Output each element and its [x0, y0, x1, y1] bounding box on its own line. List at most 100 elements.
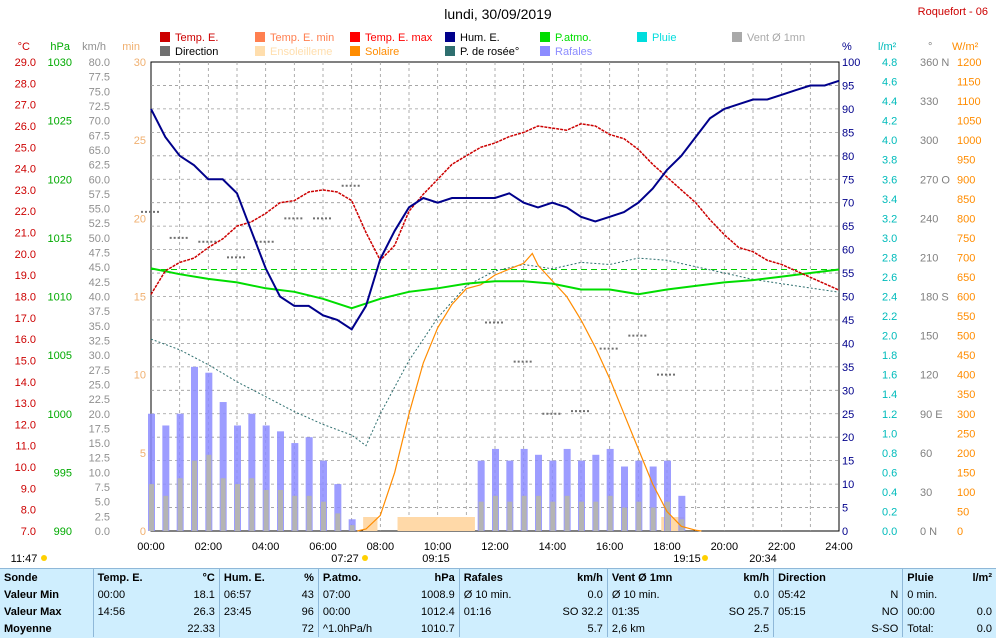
gust-bar — [592, 454, 600, 531]
solar-tick-label: 250 — [957, 428, 975, 440]
legend-label: Direction — [175, 46, 219, 58]
legend-swatch — [540, 46, 550, 56]
wind-tick-label: 30.0 — [89, 350, 110, 362]
stats-cell: 1008.9 — [421, 588, 455, 601]
stats-cell: 0.0 — [976, 605, 992, 618]
legend-swatch — [540, 32, 550, 42]
wind-bar — [163, 495, 169, 531]
solar-tick-label: 150 — [957, 467, 975, 479]
pressure-tick-label: 1030 — [48, 57, 72, 69]
wind-tick-label: 50.0 — [89, 233, 110, 245]
wind-bar — [550, 501, 556, 531]
gust-bar — [305, 437, 313, 531]
time-tick-label: 16:00 — [596, 541, 624, 553]
wind-tick-label: 25.0 — [89, 379, 110, 391]
stats-cell: Vent Ø 1mn — [606, 569, 705, 586]
wind-tick-label: 80.0 — [89, 57, 110, 69]
solar-tick-label: 850 — [957, 194, 975, 206]
temp-tick-label: 13.0 — [15, 398, 36, 410]
wind-bar — [206, 454, 212, 531]
wind-tick-label: 12.5 — [89, 453, 110, 465]
legend-item: Rafales — [540, 46, 592, 58]
gust-bar — [477, 460, 485, 531]
solar-tick-label: 1100 — [957, 96, 981, 108]
stats-cell — [458, 620, 539, 637]
gust-bar — [549, 460, 557, 531]
legend-item: Temp. E. min — [255, 32, 334, 44]
stats-cell: SO 25.7 — [728, 605, 770, 618]
wind-tick-label: 42.5 — [89, 277, 110, 289]
wind-tick-label: 17.5 — [89, 423, 110, 435]
pressure-tick-label: 1000 — [48, 409, 72, 421]
wind-tick-label: 20.0 — [89, 409, 110, 421]
legend-swatch — [350, 32, 360, 42]
stats-cell: Valeur Max — [4, 605, 62, 618]
stats-cell: Moyenne — [4, 622, 52, 635]
time-tick-label: 06:00 — [309, 541, 337, 553]
humidity-tick-label: 25 — [842, 409, 854, 421]
legend-label: Vent Ø 1mn — [747, 32, 806, 44]
pressure-tick-label: 1015 — [48, 233, 72, 245]
humidity-tick-label: 65 — [842, 221, 854, 233]
rain-tick-label: 0.2 — [882, 506, 897, 518]
stats-row: Valeur Max 14:56 26.3 23:45 96 00:00 1012.4 01:… — [0, 603, 996, 620]
time-tick-label: 12:00 — [481, 541, 509, 553]
gust-bar — [621, 466, 628, 531]
wind-tick-label: 7.5 — [95, 482, 110, 494]
wind-unit-label: km/h — [82, 41, 106, 53]
stats-cell: 5.7 — [587, 622, 603, 635]
direction-tick-label: 360 N — [920, 57, 949, 69]
stats-cell: Pluie — [902, 569, 958, 586]
humidity-tick-label: 85 — [842, 127, 854, 139]
stats-cell: 00:00 — [317, 603, 400, 620]
stats-cell: % — [304, 571, 314, 584]
wind-bar — [607, 495, 613, 531]
minutes-tick-label: 30 — [134, 57, 146, 69]
wind-bar — [622, 507, 627, 531]
pressure-tick-label: 1005 — [48, 350, 72, 362]
humidity-tick-label: 20 — [842, 432, 854, 444]
minutes-unit-label: min — [122, 41, 140, 53]
minutes-tick-label: 25 — [134, 135, 146, 147]
pressure-unit-label: hPa — [50, 41, 70, 53]
legend-swatch — [255, 46, 265, 56]
wind-bar — [235, 484, 240, 531]
wind-bar — [349, 525, 355, 531]
gust-bar — [635, 460, 643, 531]
direction-tick-label: 270 O — [920, 174, 950, 186]
legend-item: Temp. E. max — [350, 32, 432, 44]
temp-tick-label: 23.0 — [15, 185, 36, 197]
stats-cell: Rafales — [458, 569, 539, 586]
humidity-tick-label: 0 — [842, 526, 848, 538]
temp-tick-label: 24.0 — [15, 164, 36, 176]
gust-bar — [606, 448, 614, 531]
solar-tick-label: 500 — [957, 331, 975, 343]
pressure-tick-label: 1025 — [48, 116, 72, 128]
temp-tick-label: 26.0 — [15, 121, 36, 133]
legend-item: Temp. E. — [160, 32, 218, 44]
gust-bar — [148, 413, 155, 531]
time-tick-label: 18:00 — [653, 541, 681, 553]
solar-tick-label: 950 — [957, 155, 975, 167]
wind-tick-label: 47.5 — [89, 248, 110, 260]
humidity-tick-label: 60 — [842, 245, 854, 257]
stats-cell: 01:16 — [458, 603, 539, 620]
time-tick-label: 24:00 — [825, 541, 853, 553]
humidity-tick-label: 50 — [842, 292, 854, 304]
stats-cell: 43 — [301, 588, 314, 601]
legend-item: Ensoleilleme — [255, 46, 332, 58]
stats-row: Valeur Min 00:00 18.1 06:57 43 07:00 1008.9 Ø 1… — [0, 586, 996, 603]
legend-swatch — [350, 46, 360, 56]
wind-bar — [149, 484, 154, 531]
stats-cell — [92, 620, 169, 637]
stats-cell: 22.33 — [187, 622, 215, 635]
legend-label: Solaire — [365, 46, 400, 58]
stats-cell: 0.0 — [753, 588, 770, 601]
temp-tick-label: 17.0 — [15, 313, 36, 325]
temp-tick-label: 10.0 — [15, 462, 36, 474]
wind-tick-label: 2.5 — [95, 511, 110, 523]
stats-cell: 07:00 — [317, 586, 400, 603]
pressure-tick-label: 995 — [54, 467, 72, 479]
wind-tick-label: 57.5 — [89, 189, 110, 201]
temp-tick-label: 14.0 — [15, 377, 36, 389]
